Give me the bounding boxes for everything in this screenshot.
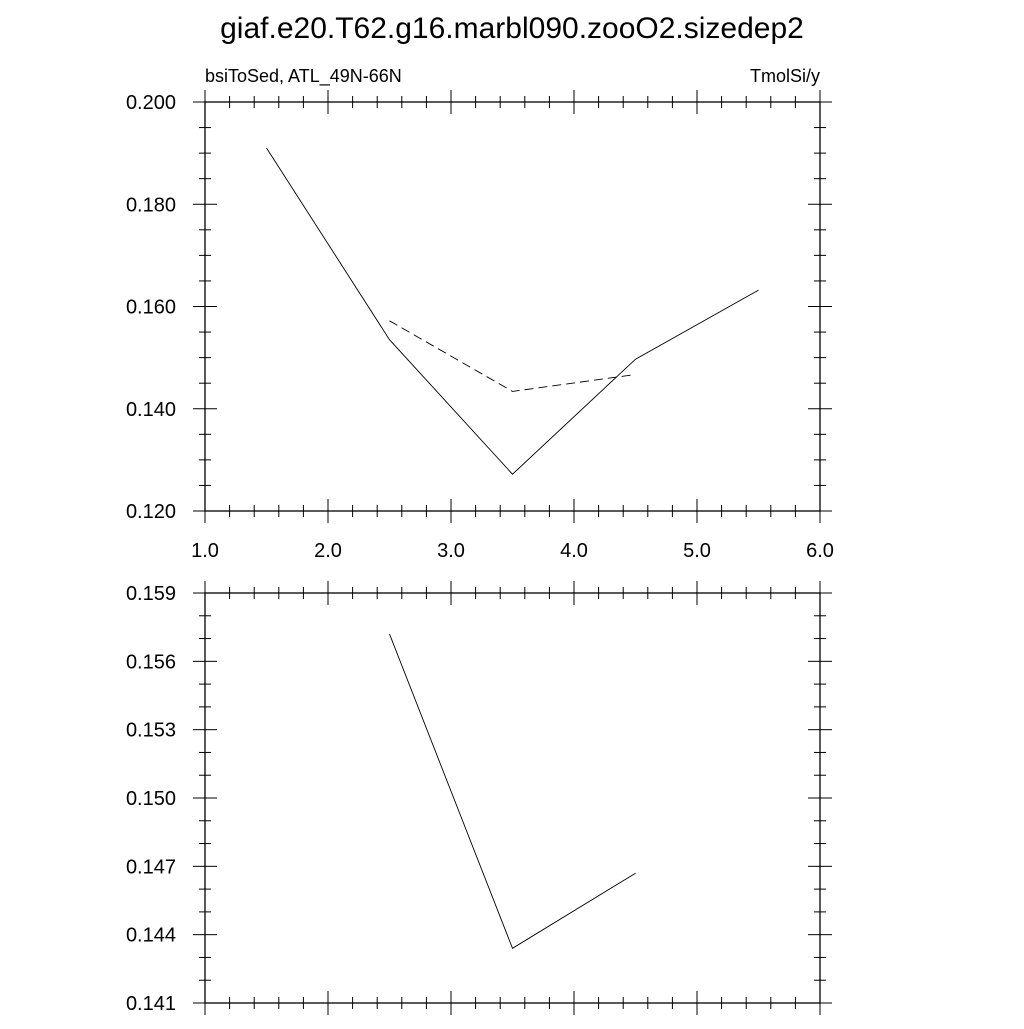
y-tick-label: 0.180 bbox=[126, 194, 176, 216]
x-tick-label: 2.0 bbox=[314, 540, 342, 562]
panel-left-label: bsiToSed, ATL_49N-66N bbox=[205, 66, 402, 87]
y-tick-label: 0.159 bbox=[126, 583, 176, 605]
y-tick-label: 0.140 bbox=[126, 399, 176, 421]
series-line-solid bbox=[389, 633, 636, 949]
y-tick-label: 0.120 bbox=[126, 501, 176, 523]
x-tick-label: 6.0 bbox=[806, 540, 834, 562]
y-tick-label: 0.147 bbox=[126, 856, 176, 878]
plot-frame bbox=[204, 101, 821, 512]
series-line-solid bbox=[266, 147, 759, 475]
y-tick-label: 0.144 bbox=[126, 925, 176, 947]
panel-units-label: TmolSi/y bbox=[750, 66, 820, 86]
x-tick-label: 5.0 bbox=[683, 540, 711, 562]
x-tick-label: 1.0 bbox=[191, 540, 219, 562]
y-tick-label: 0.160 bbox=[126, 297, 176, 319]
y-tick-label: 0.153 bbox=[126, 720, 176, 742]
x-tick-label: 4.0 bbox=[560, 540, 588, 562]
y-tick-label: 0.150 bbox=[126, 788, 176, 810]
chart-title: giaf.e20.T62.g16.marbl090.zooO2.sizedep2 bbox=[220, 12, 804, 45]
y-tick-label: 0.200 bbox=[126, 92, 176, 114]
series-line-dashed bbox=[389, 320, 636, 392]
y-tick-label: 0.156 bbox=[126, 651, 176, 673]
x-tick-label: 3.0 bbox=[437, 540, 465, 562]
plot-frame bbox=[204, 592, 821, 1004]
y-tick-label: 0.141 bbox=[126, 993, 176, 1015]
